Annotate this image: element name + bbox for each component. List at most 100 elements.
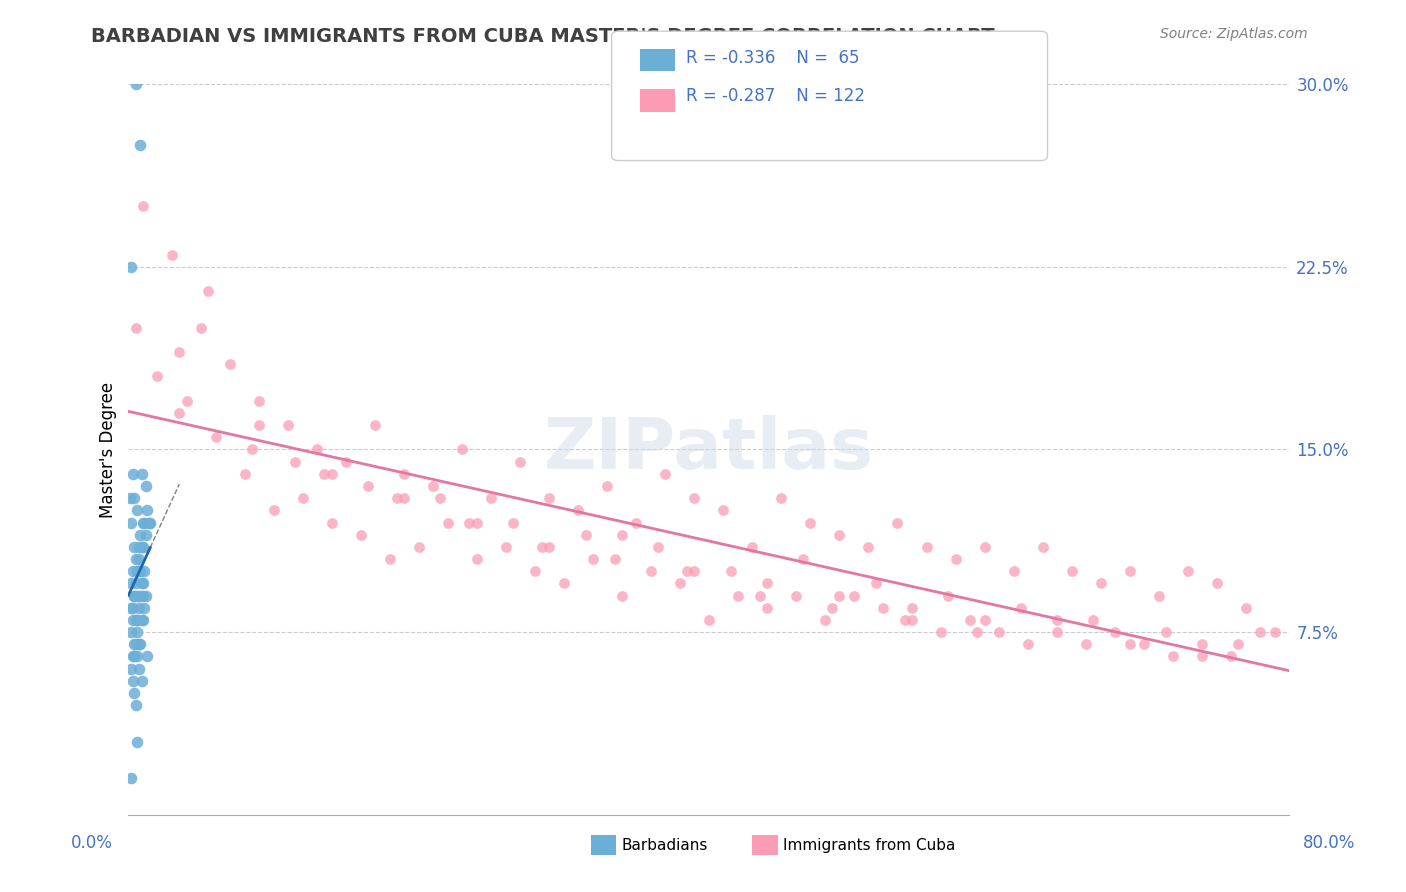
Point bbox=[596, 479, 619, 493]
Point bbox=[1104, 625, 1126, 640]
Point bbox=[392, 467, 415, 481]
Point bbox=[349, 527, 371, 541]
Point bbox=[1154, 625, 1177, 640]
Point bbox=[129, 138, 152, 153]
Point bbox=[1010, 600, 1032, 615]
Point bbox=[121, 613, 143, 627]
Point bbox=[392, 491, 415, 505]
Point bbox=[727, 589, 749, 603]
Point bbox=[128, 637, 150, 651]
Point bbox=[842, 589, 865, 603]
Point bbox=[770, 491, 793, 505]
Point bbox=[120, 516, 142, 530]
Point bbox=[711, 503, 734, 517]
Point bbox=[307, 442, 329, 457]
Y-axis label: Master's Degree: Master's Degree bbox=[100, 382, 117, 517]
Point bbox=[118, 491, 141, 505]
Point bbox=[127, 589, 149, 603]
Point bbox=[683, 491, 706, 505]
Point bbox=[120, 576, 142, 591]
Point bbox=[127, 564, 149, 578]
Point bbox=[858, 540, 880, 554]
Point bbox=[125, 613, 148, 627]
Point bbox=[125, 576, 148, 591]
Point bbox=[120, 600, 142, 615]
Point bbox=[1046, 625, 1069, 640]
Point bbox=[929, 625, 952, 640]
Point bbox=[121, 673, 143, 688]
Point bbox=[132, 540, 155, 554]
Point bbox=[936, 589, 959, 603]
Point bbox=[136, 649, 159, 664]
Point bbox=[1060, 564, 1083, 578]
Point bbox=[973, 540, 995, 554]
Point bbox=[429, 491, 451, 505]
Point bbox=[132, 516, 155, 530]
Point bbox=[134, 564, 156, 578]
Point bbox=[465, 516, 488, 530]
Point bbox=[626, 516, 648, 530]
Point bbox=[1002, 564, 1025, 578]
Point bbox=[125, 637, 148, 651]
Point bbox=[136, 503, 159, 517]
Point bbox=[828, 589, 851, 603]
Point bbox=[610, 589, 633, 603]
Point bbox=[676, 564, 699, 578]
Point bbox=[945, 552, 967, 566]
Point bbox=[755, 576, 778, 591]
Text: R = -0.287    N = 122: R = -0.287 N = 122 bbox=[686, 87, 865, 105]
Point bbox=[872, 600, 894, 615]
Point bbox=[1205, 576, 1227, 591]
Point bbox=[120, 661, 142, 675]
Point bbox=[567, 503, 589, 517]
Point bbox=[167, 345, 190, 359]
Point bbox=[697, 613, 720, 627]
Point bbox=[720, 564, 742, 578]
Point bbox=[131, 673, 153, 688]
Text: Source: ZipAtlas.com: Source: ZipAtlas.com bbox=[1160, 27, 1308, 41]
Point bbox=[139, 516, 162, 530]
Point bbox=[1118, 564, 1140, 578]
Point bbox=[129, 527, 152, 541]
Point bbox=[792, 552, 814, 566]
Point bbox=[530, 540, 553, 554]
Point bbox=[167, 406, 190, 420]
Point bbox=[132, 589, 155, 603]
Point bbox=[1147, 589, 1170, 603]
Point bbox=[335, 455, 357, 469]
Point bbox=[132, 576, 155, 591]
Point bbox=[277, 418, 299, 433]
Point bbox=[146, 369, 169, 384]
Point bbox=[321, 467, 343, 481]
Point bbox=[131, 467, 153, 481]
Point bbox=[129, 637, 152, 651]
Text: BARBADIAN VS IMMIGRANTS FROM CUBA MASTER'S DEGREE CORRELATION CHART: BARBADIAN VS IMMIGRANTS FROM CUBA MASTER… bbox=[91, 27, 995, 45]
Point bbox=[364, 418, 387, 433]
Point bbox=[553, 576, 575, 591]
Point bbox=[523, 564, 546, 578]
Point bbox=[124, 491, 146, 505]
Point bbox=[121, 564, 143, 578]
Text: 80.0%: 80.0% bbox=[1302, 834, 1355, 852]
Point bbox=[121, 467, 143, 481]
Point bbox=[748, 589, 770, 603]
Point bbox=[1133, 637, 1156, 651]
Point bbox=[291, 491, 314, 505]
Point bbox=[603, 552, 626, 566]
Point bbox=[785, 589, 807, 603]
Point bbox=[321, 516, 343, 530]
Point bbox=[973, 613, 995, 627]
Point bbox=[959, 613, 981, 627]
Point bbox=[509, 455, 531, 469]
Point bbox=[574, 527, 596, 541]
Point bbox=[451, 442, 474, 457]
Point bbox=[610, 527, 633, 541]
Point bbox=[124, 540, 146, 554]
Point bbox=[124, 637, 146, 651]
Point bbox=[124, 589, 146, 603]
Point bbox=[814, 613, 837, 627]
Point bbox=[640, 564, 662, 578]
Point bbox=[538, 540, 561, 554]
Point bbox=[1074, 637, 1097, 651]
Point bbox=[1017, 637, 1039, 651]
